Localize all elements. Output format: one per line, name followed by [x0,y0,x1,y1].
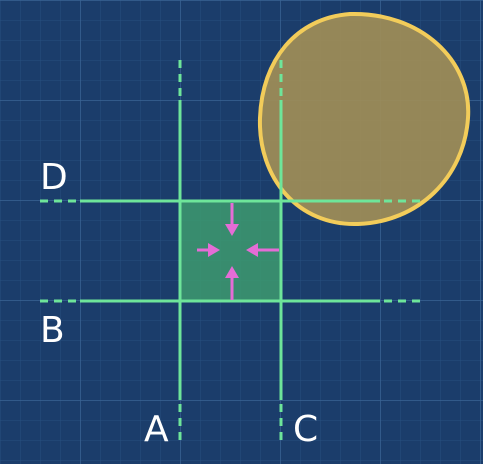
arrow-right-icon [197,243,220,257]
label-b: B [40,310,65,351]
label-d: D [40,157,68,198]
arrow-left-icon [246,243,279,257]
label-c: C [293,409,318,450]
arrow-up-icon [225,266,239,300]
yellow-circle [257,11,471,227]
arrow-down-icon [225,203,239,236]
label-a: A [144,409,169,450]
